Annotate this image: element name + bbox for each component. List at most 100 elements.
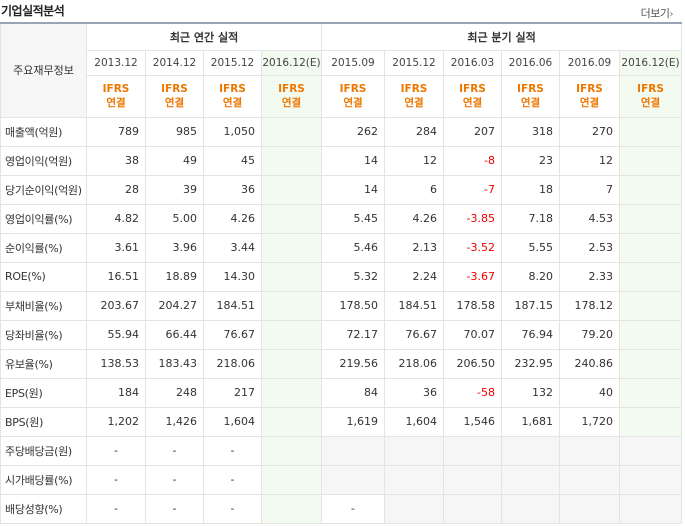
annual-value-cell: 45 — [203, 145, 262, 176]
annual-value-cell: 203.67 — [86, 290, 146, 321]
table-row: 부채비율(%) 203.67 204.27 184.51 178.50 184.51 178… — [0, 290, 683, 321]
annual-value-cell: 1,050 — [203, 116, 262, 147]
table-row: 주당배당금(원) - - - — [0, 435, 683, 466]
annual-value-cell: 3.96 — [145, 232, 204, 263]
annual-value-cell: 248 — [145, 377, 204, 408]
quarter-value-cell: 178.12 — [559, 290, 621, 321]
accounting-standard-cell: IFRS 연결 — [86, 74, 146, 118]
table-row: BPS(원) 1,202 1,426 1,604 1,619 1,604 1,546 1,68… — [0, 406, 683, 437]
quarter-period-header: 2016.12(E) — [619, 49, 683, 76]
accounting-standard-cell: IFRS 연결 — [384, 74, 445, 118]
table-row: 영업이익(억원) 38 49 45 14 12 -8 23 12 — [0, 145, 683, 176]
annual-value-cell: 66.44 — [145, 319, 204, 350]
consolidated-label: 연결 — [106, 97, 126, 109]
annual-value-cell — [260, 261, 323, 292]
quarter-value-cell: - — [321, 493, 386, 524]
quarter-value-cell: 240.86 — [559, 348, 621, 379]
annual-value-cell: - — [86, 464, 146, 495]
annual-period-header: 2014.12 — [145, 49, 204, 76]
table-row: ROE(%) 16.51 18.89 14.30 5.32 2.24 -3.67 8.20 2.… — [0, 261, 683, 292]
quarter-value-cell — [321, 464, 386, 495]
consolidated-label: 연결 — [462, 97, 483, 109]
annual-value-cell: 138.53 — [86, 348, 146, 379]
annual-value-cell: 3.61 — [86, 232, 146, 263]
annual-value-cell: 18.89 — [145, 261, 204, 292]
quarter-value-cell: 262 — [321, 116, 386, 147]
quarter-value-cell — [619, 232, 683, 263]
annual-value-cell: 55.94 — [86, 319, 146, 350]
quarter-value-cell: 132 — [501, 377, 561, 408]
quarter-value-cell — [559, 435, 621, 466]
annual-value-cell: 49 — [145, 145, 204, 176]
quarter-value-cell — [443, 435, 503, 466]
annual-value-cell — [260, 348, 323, 379]
table-row: EPS(원) 184 248 217 84 36 -58 132 40 — [0, 377, 683, 408]
row-label: ROE(%) — [0, 261, 87, 292]
annual-value-cell — [260, 174, 323, 205]
more-link[interactable]: 더보기› — [641, 5, 674, 21]
quarter-value-cell: 5.46 — [321, 232, 386, 263]
quarter-value-cell: 318 — [501, 116, 561, 147]
quarter-period-header: 2016.06 — [501, 49, 561, 76]
quarter-value-cell — [619, 493, 683, 524]
row-label: 유보율(%) — [0, 348, 87, 379]
annual-value-cell: - — [203, 493, 262, 524]
table-row: 유보율(%) 138.53 183.43 218.06 219.56 218.06 206.… — [0, 348, 683, 379]
annual-value-cell: 14.30 — [203, 261, 262, 292]
quarter-value-cell: 18 — [501, 174, 561, 205]
annual-value-cell: 217 — [203, 377, 262, 408]
table-row: 당좌비율(%) 55.94 66.44 76.67 72.17 76.67 70.07 76.… — [0, 319, 683, 350]
quarter-value-cell: 2.53 — [559, 232, 621, 263]
quarter-value-cell: 1,681 — [501, 406, 561, 437]
quarter-value-cell: 76.94 — [501, 319, 561, 350]
annual-value-cell: 985 — [145, 116, 204, 147]
quarter-value-cell — [559, 493, 621, 524]
table-row: 순이익률(%) 3.61 3.96 3.44 5.46 2.13 -3.52 5.55 2.53 — [0, 232, 683, 263]
quarter-value-cell: 84 — [321, 377, 386, 408]
consolidated-label: 연결 — [579, 97, 600, 109]
annual-period-header: 2015.12 — [203, 49, 262, 76]
quarter-value-cell: 6 — [384, 174, 445, 205]
annual-value-cell: - — [145, 464, 204, 495]
annual-value-cell — [260, 493, 323, 524]
quarter-value-cell — [619, 348, 683, 379]
quarter-value-cell: 184.51 — [384, 290, 445, 321]
ifrs-label: IFRS — [517, 83, 544, 95]
accounting-standard-cell: IFRS 연결 — [619, 74, 683, 118]
quarter-value-cell: 12 — [559, 145, 621, 176]
quarter-value-cell: 7.18 — [501, 203, 561, 234]
row-label: 부채비율(%) — [0, 290, 87, 321]
consolidated-label: 연결 — [222, 97, 243, 109]
annual-value-cell — [260, 377, 323, 408]
quarter-value-cell: 2.13 — [384, 232, 445, 263]
quarter-value-cell — [619, 116, 683, 147]
quarter-value-cell — [619, 261, 683, 292]
table-row: 시가배당률(%) - - - — [0, 464, 683, 495]
accounting-standard-cell: IFRS 연결 — [559, 74, 621, 118]
chevron-right-icon: › — [669, 9, 674, 20]
consolidated-label: 연결 — [520, 97, 541, 109]
quarter-value-cell — [384, 435, 445, 466]
annual-value-cell: 1,202 — [86, 406, 146, 437]
annual-value-cell: 76.67 — [203, 319, 262, 350]
quarter-value-cell: 4.53 — [559, 203, 621, 234]
quarter-value-cell — [619, 145, 683, 176]
accounting-standard-cell: IFRS 연결 — [501, 74, 561, 118]
annual-value-cell: 204.27 — [145, 290, 204, 321]
quarter-value-cell — [384, 493, 445, 524]
annual-value-cell: - — [145, 435, 204, 466]
annual-value-cell: 789 — [86, 116, 146, 147]
annual-value-cell: 1,604 — [203, 406, 262, 437]
quarter-value-cell — [619, 319, 683, 350]
annual-value-cell: 28 — [86, 174, 146, 205]
ifrs-label: IFRS — [102, 83, 130, 95]
annual-value-cell: 4.26 — [203, 203, 262, 234]
quarter-value-cell — [321, 435, 386, 466]
quarter-value-cell — [443, 464, 503, 495]
quarter-value-cell: 2.33 — [559, 261, 621, 292]
quarter-value-cell: 5.32 — [321, 261, 386, 292]
quarter-value-cell — [619, 406, 683, 437]
consolidated-label: 연결 — [281, 97, 302, 109]
annual-value-cell: 184 — [86, 377, 146, 408]
quarter-period-header: 2016.09 — [559, 49, 621, 76]
